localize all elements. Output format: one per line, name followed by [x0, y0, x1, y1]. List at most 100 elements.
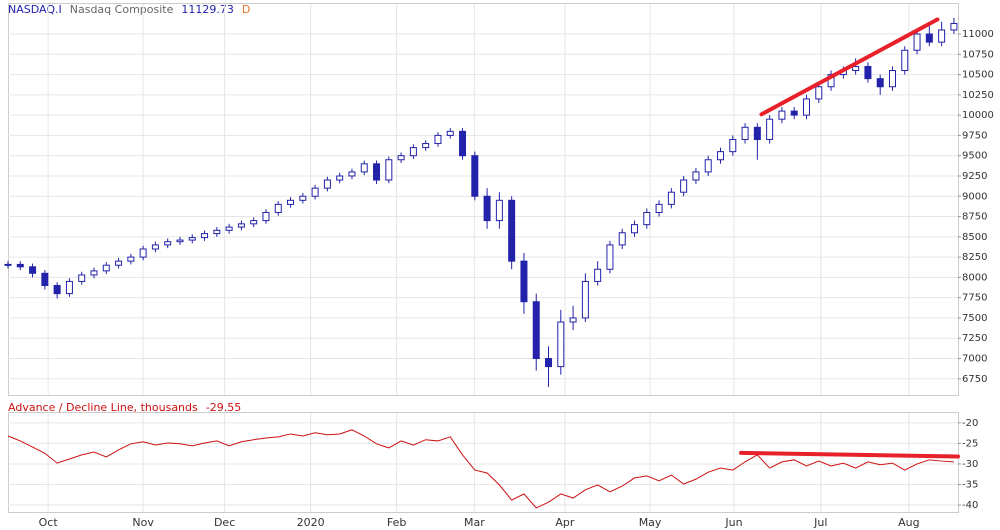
- ad-line: [7, 429, 954, 509]
- candle-body: [250, 220, 258, 225]
- candle-body: [606, 244, 614, 270]
- candle-body: [680, 179, 688, 193]
- y-tick-label: -25: [962, 438, 978, 449]
- candle-body: [151, 244, 159, 250]
- y-tick-label: 8500: [962, 232, 987, 243]
- ad-last: -29.55: [206, 401, 241, 414]
- candle-body: [41, 272, 49, 286]
- candle-body: [213, 229, 221, 235]
- candle-body: [139, 248, 147, 258]
- y-tick-label: 8250: [962, 252, 987, 263]
- y-tick-label: 7000: [962, 353, 987, 364]
- y-tick-label: -35: [962, 479, 978, 490]
- candle-body: [127, 256, 135, 262]
- candle-body: [299, 195, 307, 201]
- price-header: NASDAQ.I Nasdaq Composite 11129.73 D: [8, 3, 250, 16]
- trend-line: [759, 17, 940, 117]
- x-tick-label: Oct: [39, 516, 59, 529]
- candle-body: [717, 151, 724, 161]
- y-tick-label: 9500: [962, 151, 987, 162]
- y-tick-label: 11000: [962, 29, 994, 40]
- candle-body: [938, 29, 946, 43]
- candle-body: [901, 49, 909, 72]
- y-tick-label: 10750: [962, 49, 994, 60]
- candle-body: [766, 118, 774, 140]
- candle-body: [925, 33, 933, 43]
- x-tick-label: Dec: [214, 516, 235, 529]
- y-tick-label: 6750: [962, 374, 987, 385]
- candle-body: [950, 22, 958, 31]
- x-tick-label: Jul: [813, 516, 827, 529]
- candle-body: [778, 110, 786, 120]
- candle-body: [852, 65, 860, 72]
- candle-body: [557, 321, 565, 368]
- candle-body: [446, 130, 454, 136]
- candle-body: [545, 357, 553, 368]
- candle-body: [532, 301, 540, 359]
- candle-body: [618, 232, 626, 246]
- y-tick-label: 8000: [962, 272, 987, 283]
- candle-body: [864, 65, 872, 80]
- candle-body: [360, 163, 368, 173]
- instrument-name: Nasdaq Composite: [70, 3, 174, 16]
- candle-body: [65, 280, 73, 295]
- y-tick-label: -30: [962, 459, 978, 470]
- ad-title: Advance / Decline Line, thousands: [8, 401, 198, 414]
- candle-body: [397, 155, 405, 161]
- candle-body: [594, 268, 602, 282]
- candle-body: [115, 260, 123, 266]
- candle-body: [274, 203, 282, 213]
- x-tick-label: May: [639, 516, 662, 529]
- candle-body: [704, 159, 712, 173]
- candle-body: [741, 126, 749, 140]
- candle-body: [311, 187, 319, 197]
- y-tick-label: 7250: [962, 333, 987, 344]
- candle-body: [790, 110, 798, 116]
- candle-body: [643, 211, 651, 226]
- candle-body: [483, 195, 491, 222]
- candle-body: [422, 143, 430, 149]
- candle-body: [508, 199, 516, 262]
- candle-body: [888, 70, 896, 88]
- x-tick-label: Aug: [898, 516, 919, 529]
- candle-body: [336, 175, 344, 181]
- candle-body: [495, 199, 503, 222]
- ad-panel: [8, 412, 959, 513]
- candle-body: [102, 264, 110, 272]
- ad-header: Advance / Decline Line, thousands -29.55: [8, 401, 241, 414]
- candle-body: [78, 274, 86, 282]
- candle-body: [581, 280, 589, 319]
- candle-body: [655, 203, 663, 213]
- candle-body: [90, 270, 98, 276]
- y-tick-label: 10500: [962, 70, 994, 81]
- candle-body: [459, 130, 467, 157]
- candle-body: [237, 223, 245, 228]
- candle-body: [913, 33, 921, 51]
- candle-body: [176, 239, 184, 243]
- candle-body: [53, 284, 61, 295]
- candle-body: [876, 78, 884, 88]
- candle-body: [569, 317, 577, 323]
- candle-body: [4, 263, 12, 266]
- x-tick-label: Nov: [132, 516, 154, 529]
- candle-body: [29, 266, 37, 274]
- candle-body: [753, 126, 761, 140]
- candle-body: [201, 233, 209, 239]
- x-tick-label: Mar: [464, 516, 485, 529]
- y-tick-label: 9000: [962, 191, 987, 202]
- y-tick-label: 9250: [962, 171, 987, 182]
- y-tick-label: 7500: [962, 313, 987, 324]
- y-tick-label: -20: [962, 418, 978, 429]
- candle-body: [188, 237, 196, 241]
- x-tick-label: Apr: [555, 516, 575, 529]
- candle-body: [409, 147, 417, 157]
- price-panel: [8, 3, 959, 396]
- candle-body: [225, 226, 233, 231]
- symbol: NASDAQ.I: [8, 3, 62, 16]
- candle-body: [729, 138, 737, 153]
- candle-body: [471, 155, 479, 197]
- candle-body: [802, 98, 810, 116]
- candle-body: [348, 171, 356, 177]
- candle-body: [373, 163, 381, 181]
